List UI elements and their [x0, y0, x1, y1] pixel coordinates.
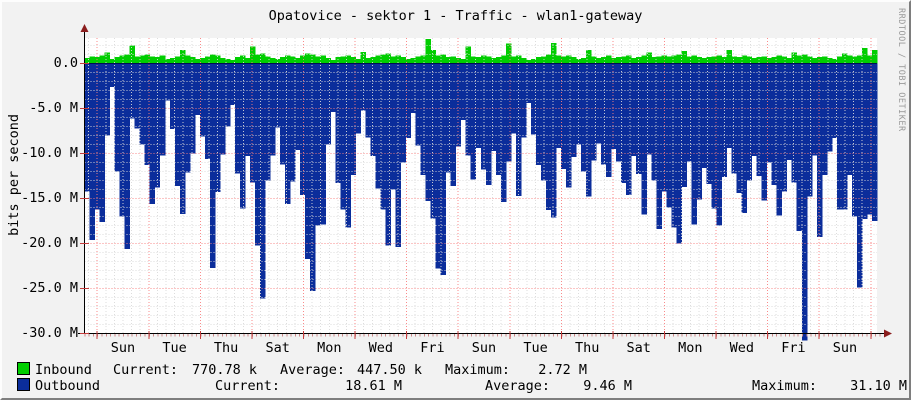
- inbound-swatch: [17, 362, 30, 375]
- x-tick-label: Thu: [213, 340, 239, 356]
- outbound-swatch: [17, 378, 30, 391]
- x-tick-label: Tue: [523, 340, 548, 356]
- inbound-current-label: Current:: [113, 362, 179, 378]
- outbound-average-label: Average:: [485, 378, 551, 394]
- x-tick-label: Sat: [626, 340, 651, 356]
- legend-row-inbound: Inbound Current: 770.78 k Average: 447.5…: [2, 362, 909, 378]
- x-tick-label: Mon: [317, 340, 342, 356]
- x-tick-label: Fri: [420, 340, 445, 356]
- axis-ticks: [80, 63, 881, 339]
- y-tick-label: 0.0: [53, 55, 78, 71]
- x-tick-label: Wed: [729, 340, 755, 356]
- inbound-average-value: 447.50 k: [356, 362, 422, 378]
- x-tick-label: Wed: [368, 340, 394, 356]
- x-tick-label: Fri: [781, 340, 806, 356]
- x-tick-label: Tue: [162, 340, 187, 356]
- legend-row-outbound: Outbound Current: 18.61 M Average: 9.46 …: [2, 378, 909, 394]
- x-tick-label: Thu: [574, 340, 600, 356]
- outbound-maximum-value: 31.10 M: [850, 378, 907, 394]
- x-tick-label: Sun: [110, 340, 136, 356]
- y-axis-arrow: [80, 24, 89, 32]
- inbound-current-value: 770.78 k: [191, 362, 257, 378]
- inbound-maximum-value: 2.72 M: [538, 362, 587, 378]
- graph-title: Opatovice - sektor 1 - Traffic - wlan1-g…: [268, 8, 643, 24]
- x-tick-label: Sun: [471, 340, 497, 356]
- inbound-label: Inbound: [35, 362, 92, 378]
- outbound-average-value: 9.46 M: [583, 378, 632, 394]
- outbound-maximum-label: Maximum:: [752, 378, 818, 394]
- x-tick-label: Mon: [678, 340, 703, 356]
- inbound-average-label: Average:: [280, 362, 346, 378]
- inbound-series: [84, 39, 878, 64]
- rrdtool-watermark: RRDTOOL / TOBI OETIKER: [896, 8, 906, 132]
- x-axis-arrow: [884, 329, 892, 338]
- gridlines: [84, 38, 877, 333]
- outbound-current-label: Current:: [215, 378, 281, 394]
- y-tick-label: -30.0 M: [21, 325, 78, 341]
- x-tick-label: Sun: [832, 340, 858, 356]
- outbound-current-value: 18.61 M: [345, 378, 402, 394]
- y-tick-label: -25.0 M: [21, 280, 78, 296]
- outbound-label: Outbound: [35, 378, 101, 394]
- x-tick-label: Sat: [265, 340, 290, 356]
- inbound-maximum-label: Maximum:: [445, 362, 511, 378]
- y-tick-label: -5.0 M: [29, 100, 78, 116]
- y-tick-label: -20.0 M: [21, 235, 78, 251]
- y-tick-label: -15.0 M: [21, 190, 78, 206]
- axes: [78, 24, 892, 338]
- y-tick-label: -10.0 M: [21, 145, 78, 161]
